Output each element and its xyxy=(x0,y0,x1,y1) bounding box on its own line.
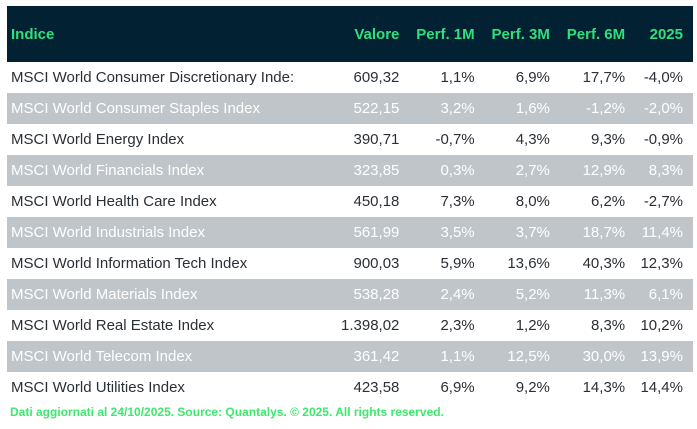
perf-1m-cell: 2,4% xyxy=(440,286,475,303)
perf-3m-cell: 9,2% xyxy=(515,379,550,396)
index-performance-table: Indice Valore Perf. 1M Perf. 3M Perf. 6M… xyxy=(7,6,693,403)
perf-2025-cell: -4,0% xyxy=(643,69,683,86)
perf-1m-cell: 6,9% xyxy=(440,379,475,396)
footer-note: Dati aggiornati al 24/10/2025. Source: Q… xyxy=(10,405,444,419)
perf-3m-cell: 12,5% xyxy=(507,348,550,365)
perf-2025-cell: -2,0% xyxy=(643,100,683,117)
valore-cell: 1.398,02 xyxy=(341,317,400,334)
index-name-cell: MSCI World Information Tech Index xyxy=(11,255,248,272)
index-name-cell: MSCI World Utilities Index xyxy=(11,379,185,396)
valore-cell: 450,18 xyxy=(353,193,400,210)
valore-cell: 423,58 xyxy=(353,379,400,396)
table-row: MSCI World Information Tech Index 900,03 5… xyxy=(7,248,693,279)
perf-3m-cell: 2,7% xyxy=(515,162,550,179)
header-indice: Indice xyxy=(11,25,55,43)
perf-6m-cell: 18,7% xyxy=(582,224,626,241)
perf-6m-cell: 6,2% xyxy=(590,193,626,210)
index-name-cell: MSCI World Real Estate Index xyxy=(11,317,215,334)
perf-2025-cell: -2,7% xyxy=(643,193,683,210)
header-valore: Valore xyxy=(354,25,400,43)
perf-3m-cell: 5,2% xyxy=(515,286,550,303)
perf-2025-cell: 13,9% xyxy=(640,348,683,365)
valore-cell: 609,32 xyxy=(353,69,400,86)
perf-3m-cell: 1,6% xyxy=(515,100,550,117)
perf-6m-cell: 17,7% xyxy=(582,69,626,86)
perf-6m-cell: 14,3% xyxy=(582,379,626,396)
perf-6m-cell: 9,3% xyxy=(590,131,626,148)
table-row: MSCI World Utilities Index 423,58 6,9% 9,2%… xyxy=(7,372,693,403)
table-row: MSCI World Telecom Index 361,42 1,1% 12,5% 3… xyxy=(7,341,693,372)
perf-2025-cell: 6,1% xyxy=(648,286,683,303)
perf-3m-cell: 3,7% xyxy=(515,224,550,241)
table-row: MSCI World Consumer Discretionary Inde: 6… xyxy=(7,62,693,93)
valore-cell: 538,28 xyxy=(353,286,400,303)
table-row: MSCI World Industrials Index 561,99 3,5% 3,… xyxy=(7,217,693,248)
valore-cell: 561,99 xyxy=(353,224,400,241)
perf-3m-cell: 4,3% xyxy=(515,131,550,148)
index-name-cell: MSCI World Financials Index xyxy=(11,162,205,179)
table-header: Indice Valore Perf. 1M Perf. 3M Perf. 6M… xyxy=(7,6,693,62)
perf-3m-cell: 6,9% xyxy=(515,69,550,86)
perf-1m-cell: 0,3% xyxy=(440,162,475,179)
perf-2025-cell: -0,9% xyxy=(643,131,683,148)
perf-6m-cell: 12,9% xyxy=(582,162,626,179)
index-name-cell: MSCI World Materials Index xyxy=(11,286,198,303)
perf-1m-cell: 2,3% xyxy=(440,317,475,334)
table-row: MSCI World Materials Index 538,28 2,4% 5,2%… xyxy=(7,279,693,310)
perf-6m-cell: 11,3% xyxy=(583,286,626,303)
table-row: MSCI World Financials Index 323,85 0,3% 2,7… xyxy=(7,155,693,186)
index-name-cell: MSCI World Energy Index xyxy=(11,131,185,148)
perf-6m-cell: 40,3% xyxy=(582,255,626,272)
valore-cell: 390,71 xyxy=(353,131,400,148)
perf-2025-cell: 8,3% xyxy=(648,162,683,179)
table-row: MSCI World Real Estate Index 1.398,02 2,3%… xyxy=(7,310,693,341)
perf-6m-cell: 30,0% xyxy=(582,348,626,365)
perf-2025-cell: 12,3% xyxy=(640,255,683,272)
perf-1m-cell: 3,5% xyxy=(440,224,475,241)
valore-cell: 522,15 xyxy=(353,100,400,117)
perf-1m-cell: -0,7% xyxy=(435,131,475,148)
perf-1m-cell: 5,9% xyxy=(440,255,475,272)
index-name-cell: MSCI World Consumer Discretionary Inde: xyxy=(11,69,295,86)
perf-1m-cell: 1,1% xyxy=(440,348,475,365)
index-name-cell: MSCI World Consumer Staples Index xyxy=(11,100,260,117)
header-2025: 2025 xyxy=(649,25,683,43)
perf-6m-cell: -1,2% xyxy=(585,100,626,117)
perf-1m-cell: 3,2% xyxy=(440,100,475,117)
perf-2025-cell: 10,2% xyxy=(640,317,683,334)
index-name-cell: MSCI World Health Care Index xyxy=(11,193,217,210)
valore-cell: 900,03 xyxy=(353,255,400,272)
perf-2025-cell: 11,4% xyxy=(641,224,683,241)
valore-cell: 323,85 xyxy=(353,162,400,179)
header-perf-1m: Perf. 1M xyxy=(416,25,475,43)
table-row: MSCI World Consumer Staples Index 522,15 3… xyxy=(7,93,693,124)
perf-3m-cell: 1,2% xyxy=(515,317,550,334)
index-name-cell: MSCI World Telecom Index xyxy=(11,348,193,365)
index-name-cell: MSCI World Industrials Index xyxy=(11,224,205,241)
perf-1m-cell: 7,3% xyxy=(440,193,475,210)
perf-2025-cell: 14,4% xyxy=(640,379,683,396)
perf-3m-cell: 13,6% xyxy=(507,255,550,272)
perf-6m-cell: 8,3% xyxy=(590,317,626,334)
perf-3m-cell: 8,0% xyxy=(515,193,550,210)
header-perf-3m: Perf. 3M xyxy=(491,25,550,43)
perf-1m-cell: 1,1% xyxy=(440,69,475,86)
table-row: MSCI World Energy Index 390,71 -0,7% 4,3% 9,… xyxy=(7,124,693,155)
valore-cell: 361,42 xyxy=(353,348,400,365)
table-row: MSCI World Health Care Index 450,18 7,3% 8,… xyxy=(7,186,693,217)
header-perf-6m: Perf. 6M xyxy=(566,25,626,43)
